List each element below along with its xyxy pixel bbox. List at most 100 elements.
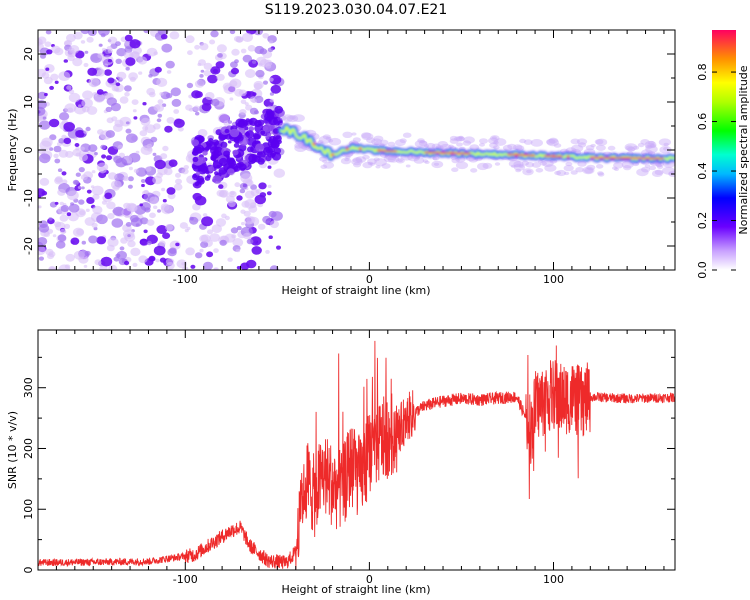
spectrogram-blob [107,48,113,54]
spectrogram-blob [269,92,274,96]
spectrogram-blob [106,201,116,210]
spectrogram-blob [115,58,122,64]
spectrogram-blob [80,30,90,35]
spectrogram-blob [482,162,493,169]
spectrogram-blob [637,142,645,148]
spectrogram-blob [236,195,243,201]
spectrogram-blob [492,140,499,145]
spectrogram-blob [518,164,524,168]
spectrogram-blob [597,172,605,177]
spectrogram-blob [229,80,238,87]
spectrogram-blob [275,135,281,140]
spectrogram-blob [124,34,133,42]
spectrogram-blob [175,242,180,247]
spectrogram-blob [433,162,440,166]
spectrogram-blob [38,256,45,261]
spectrogram-blob [239,188,246,194]
spectrogram-blob [135,167,148,177]
spectrogram-blob [246,238,254,245]
spectrogram-blob [142,102,147,106]
spectrogram-ridge-peak [590,156,664,160]
spectrogram-blob [52,234,57,238]
spectrogram-blob [367,161,373,166]
spectrogram-blob [79,210,86,216]
spectrogram-blob [395,139,406,147]
spectrogram-blob [255,188,262,194]
spectrogram-blob [112,206,125,216]
spectrogram-blob [91,185,104,196]
spectrogram-blob [220,141,228,148]
spectrogram-blob [81,186,85,190]
spectrogram-blob [258,182,267,190]
spectrogram-blob [262,126,268,131]
spectrogram-blob [146,87,156,96]
spectrogram-blob [657,165,664,169]
spectrogram-blob [96,89,104,95]
snr-y-tick-label: 0 [22,567,35,574]
spectrogram-blob [213,146,224,157]
spectrogram-blob [563,171,570,176]
spectrogram-blob [451,156,457,161]
spectrogram-blob [138,71,143,75]
spectrogram-blob [251,246,262,255]
spectrogram-blob [322,159,328,163]
spectrogram-blob [240,173,253,184]
spectrogram-blob [156,225,168,234]
spectrogram-blob [272,128,280,134]
spectrogram-blob [571,144,584,153]
spectrogram-blob [399,138,407,143]
spectrogram-blob [419,140,426,144]
spectrogram-blob [100,144,106,150]
spectrogram-blob [137,56,148,65]
spectrogram-blob [224,128,230,134]
spectrogram-blob [325,136,332,141]
spectrogram-blob [647,142,655,148]
spectrogram-blob [462,140,472,146]
spectrogram-blob [107,237,119,247]
spectrogram-blob [648,140,655,146]
spectrogram-blob [38,223,50,233]
spectrogram-blob [570,138,580,145]
spectrogram-blob [192,156,199,163]
spectrogram-blob [187,50,193,56]
spectrogram-blob [254,110,259,115]
spectrogram-x-tick-label: 0 [366,273,373,286]
spectrogram-blob [456,142,463,147]
spectrogram-blob [165,258,175,266]
spectrogram-blob [59,112,70,121]
spectrogram-blob [269,98,275,103]
spectrogram-blob [525,161,535,168]
spectrogram-x-tick-label: -100 [173,273,198,286]
spectrogram-y-tick-label: -20 [22,237,35,255]
spectrogram-blob [216,164,221,169]
spectrogram-blob [186,82,194,89]
spectrogram-blob [544,164,557,172]
spectrogram-blob [65,150,74,158]
spectrogram-blob [160,203,170,211]
spectrogram-blob [149,196,159,205]
spectrogram-blob [153,205,158,210]
spectrogram-blob [507,143,517,150]
spectrogram-blob [155,258,160,263]
spectrogram-blob [100,256,113,267]
spectrogram-blob [276,245,281,250]
spectrogram-blob [269,74,282,85]
colorbar-tick-label: 0.4 [696,162,709,180]
spectrogram-blob [621,160,634,169]
spectrogram-blob [38,245,46,256]
spectrogram-blob [127,240,136,248]
spectrogram-blob [494,138,507,146]
spectrogram-blob [192,147,199,153]
spectrogram-blob [247,45,256,52]
spectrogram-blob [548,137,559,144]
spectrogram-blob [213,248,219,254]
spectrogram-blob [144,207,151,213]
spectrogram-blob [240,99,247,105]
spectrogram-noise [38,30,285,270]
spectrogram-blob [205,92,215,100]
spectrogram-blob [432,157,438,161]
spectrogram-blob [245,118,250,122]
spectrogram-blob [259,48,268,55]
spectrogram-blob [371,138,383,146]
